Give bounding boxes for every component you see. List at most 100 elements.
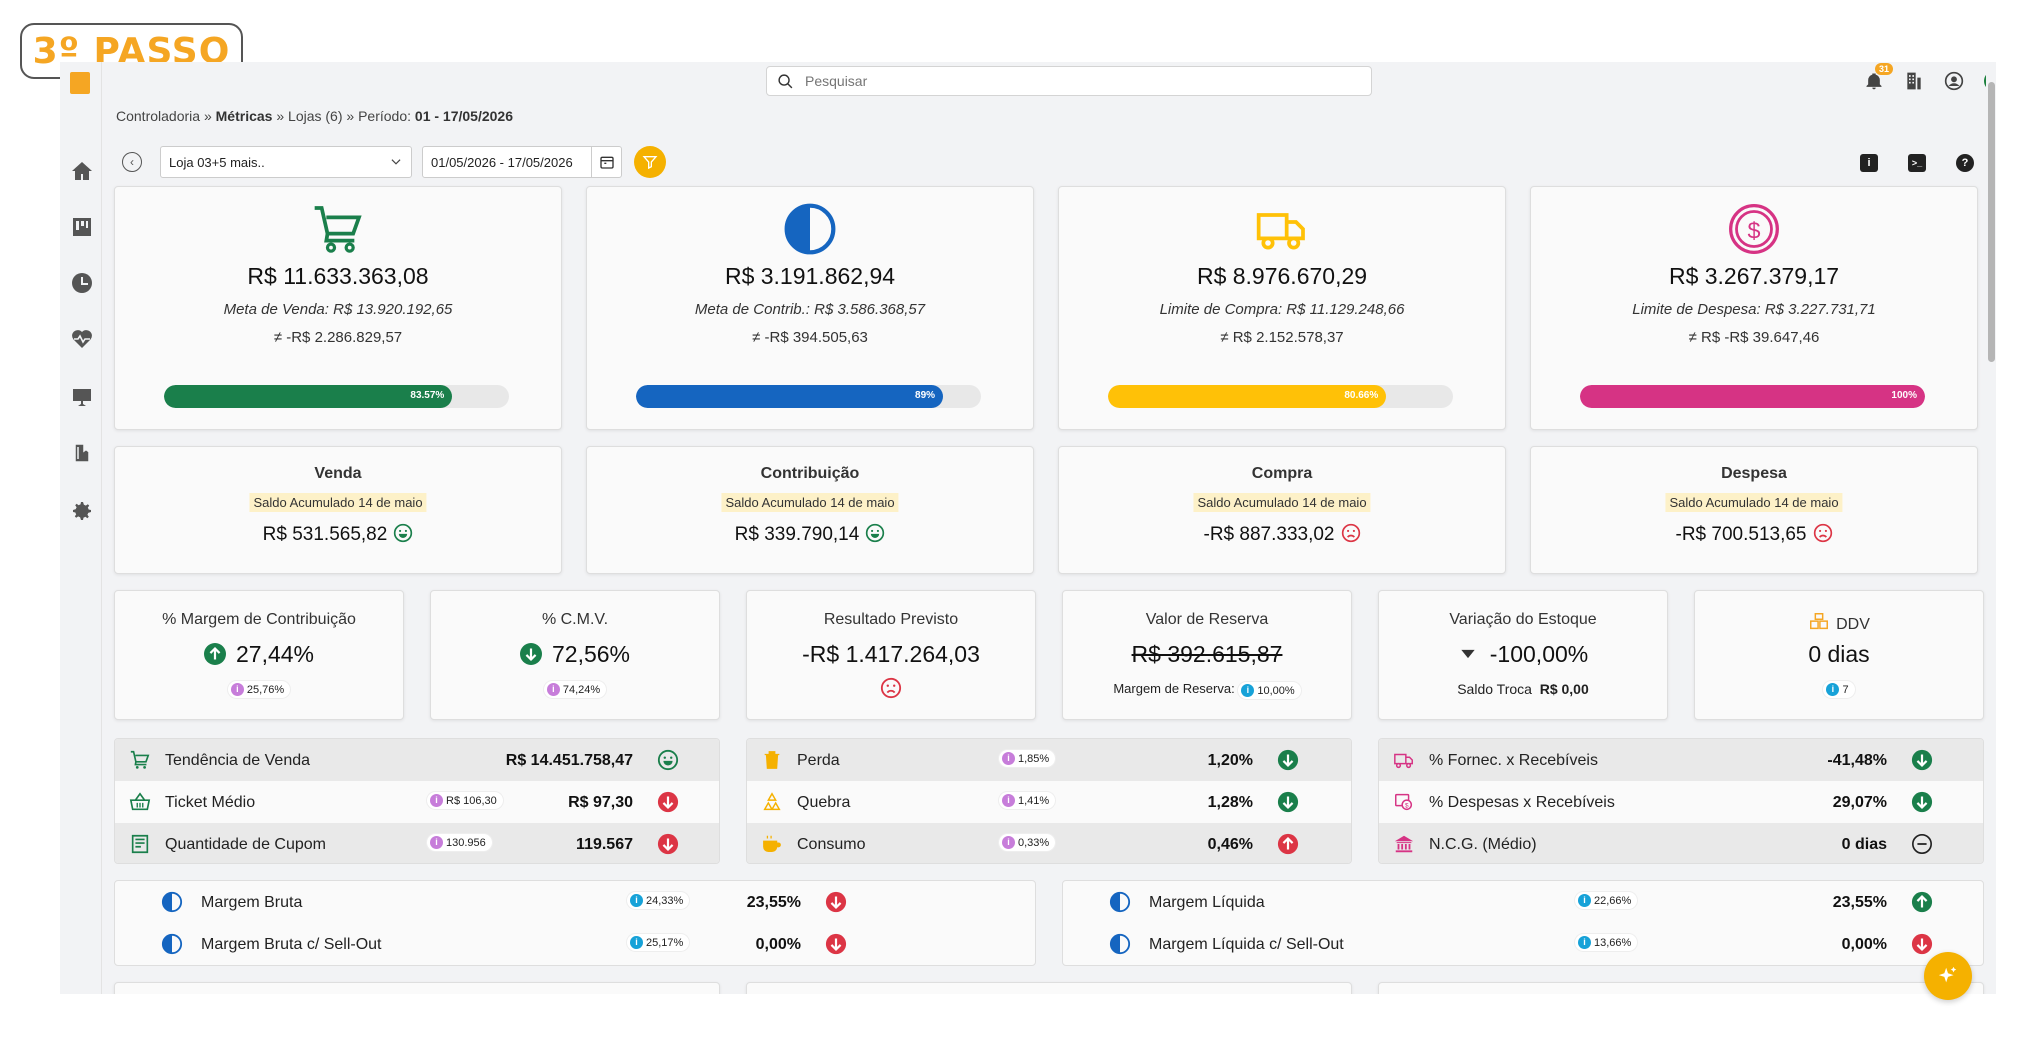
saldo-card-despesa: Despesa Saldo Acumulado 14 de maio -R$ 7… <box>1530 446 1978 574</box>
kpi-diff: ≠ R$ 2.152.578,37 <box>1220 329 1344 346</box>
happy-face-icon <box>866 523 885 543</box>
info-button[interactable]: i <box>1860 154 1878 172</box>
info-chip[interactable]: i 25,76% <box>227 681 291 698</box>
row-quantidade-cupom: Quantidade de Cupom i 130.956 119.567 <box>115 823 719 863</box>
row-quebra: Quebra i 1,41% 1,28% <box>747 781 1351 823</box>
bell-icon[interactable]: 31 <box>1862 63 1894 93</box>
calendar-icon[interactable] <box>591 147 621 177</box>
info-chip[interactable]: i R$ 106,30 <box>427 792 503 809</box>
funnel-icon <box>642 156 658 170</box>
app-window: 31 Controladoria » Métricas » Lojas (6) … <box>60 62 1996 994</box>
kpi-card-compra: R$ 8.976.670,29 Limite de Compra: R$ 11.… <box>1058 186 1506 430</box>
saldo-title: Despesa <box>1721 465 1787 482</box>
row-ticket-medio: Ticket Médio i R$ 106,30 R$ 97,30 <box>115 781 719 823</box>
partial-card <box>1378 982 1984 994</box>
saldo-value: R$ 531.565,82 <box>115 523 561 546</box>
store-select[interactable]: Loja 03+5 mais.. <box>160 146 412 178</box>
row-consumo: Consumo i 0,33% 0,46% <box>747 823 1351 863</box>
caret-down-icon <box>1461 649 1475 659</box>
presentation-icon[interactable] <box>69 384 95 410</box>
help-button[interactable]: ? <box>1956 154 1974 172</box>
panel-margem-liquida: Margem Líquida i 22,66% 23,55% Margem Líq… <box>1062 880 1984 966</box>
metric-title: % C.M.V. <box>541 611 609 628</box>
info-chip[interactable]: i 74,24% <box>543 681 607 698</box>
metric-value: -R$ 1.417.264,03 <box>802 641 980 667</box>
breadcrumb-periodo-value: 01 - 17/05/2026 <box>414 108 513 124</box>
info-icon: i <box>1578 894 1591 907</box>
happy-face-icon <box>394 523 413 543</box>
saldo-card-compra: Compra Saldo Acumulado 14 de maio -R$ 88… <box>1058 446 1506 574</box>
info-chip[interactable]: i 25,17% <box>627 934 690 951</box>
notebook-icon[interactable] <box>69 440 95 466</box>
arrow-down-icon <box>657 791 679 813</box>
filter-button[interactable] <box>634 146 666 178</box>
home-icon[interactable] <box>69 158 95 184</box>
metric-value: 0 dias <box>1808 641 1870 667</box>
health-icon[interactable] <box>69 326 95 352</box>
scrollbar-thumb[interactable] <box>1988 82 1995 362</box>
store-select-value: Loja 03+5 mais.. <box>169 155 265 170</box>
scrollbar[interactable] <box>1986 62 1996 994</box>
kpi-meta: Limite de Despesa: R$ 3.227.731,71 <box>1632 301 1876 318</box>
row-despesas-recebiveis: $ % Despesas x Recebíveis 29,07% <box>1379 781 1983 823</box>
info-chip[interactable]: i 130.956 <box>427 834 492 851</box>
arrow-down-icon <box>519 643 542 665</box>
kpi-diff: ≠ -R$ 394.505,63 <box>752 329 868 346</box>
kanban-icon[interactable] <box>69 214 95 240</box>
info-icon: i <box>1002 836 1015 849</box>
gear-icon[interactable] <box>69 498 95 524</box>
saldo-value: -R$ 887.333,02 <box>1059 523 1505 546</box>
breadcrumb-lojas[interactable]: Lojas (6) <box>288 108 343 124</box>
info-chip[interactable]: i 24,33% <box>627 892 690 909</box>
metric-title: DDV <box>1695 611 1983 634</box>
info-chip[interactable]: i 22,66% <box>1575 892 1638 909</box>
arrow-down-icon <box>825 933 847 955</box>
ai-assistant-button[interactable] <box>1924 952 1972 1000</box>
terminal-button[interactable]: >_ <box>1908 154 1926 172</box>
breadcrumb-controladoria[interactable]: Controladoria <box>116 108 201 124</box>
row-margem-liquida: Margem Líquida i 22,66% 23,55% <box>1063 881 1983 923</box>
building-icon[interactable] <box>1902 69 1926 93</box>
info-chip[interactable]: i 13,66% <box>1575 934 1638 951</box>
saldo-title: Contribuição <box>760 465 860 482</box>
sparkle-icon <box>1938 966 1957 983</box>
app-logo[interactable] <box>70 72 90 94</box>
info-icon: i <box>1002 752 1015 765</box>
row-tendencia-venda: Tendência de Venda R$ 14.451.758,47 <box>115 739 719 781</box>
info-chip[interactable]: i 1,85% <box>999 750 1056 767</box>
sad-face-icon <box>1813 523 1832 543</box>
date-range-input[interactable]: 01/05/2026 - 17/05/2026 <box>422 146 622 178</box>
info-chip[interactable]: i 0,33% <box>999 834 1056 851</box>
saldo-card-contribuicao: Contribuição Saldo Acumulado 14 de maio … <box>586 446 1034 574</box>
clock-icon[interactable] <box>69 270 95 296</box>
saldo-tag: Saldo Acumulado 14 de maio <box>1193 493 1371 512</box>
search-input[interactable] <box>805 71 1345 91</box>
trash-icon <box>764 751 780 769</box>
metric-value: -100,00% <box>1379 641 1667 668</box>
saldo-value: -R$ 700.513,65 <box>1531 523 1977 546</box>
info-icon: i <box>630 894 643 907</box>
date-range-value: 01/05/2026 - 17/05/2026 <box>431 155 573 170</box>
partial-card <box>114 982 720 994</box>
breadcrumb-metricas[interactable]: Métricas <box>215 108 273 124</box>
arrow-down-icon <box>1277 749 1299 771</box>
arrow-down-icon <box>1911 791 1933 813</box>
info-chip[interactable]: i 1,41% <box>999 792 1056 809</box>
progress-bar: 89% <box>636 385 981 408</box>
saldo-tag: Saldo Acumulado 14 de maio <box>1665 493 1843 512</box>
user-icon[interactable] <box>1942 69 1966 93</box>
info-icon: i <box>1002 794 1015 807</box>
arrow-down-icon <box>1277 791 1299 813</box>
cart-icon <box>130 750 150 769</box>
search-box[interactable] <box>766 66 1372 96</box>
back-button[interactable]: ‹ <box>122 152 142 172</box>
svg-text:$: $ <box>1748 217 1761 243</box>
metric-sub: i 25,76% <box>115 681 403 698</box>
partial-card <box>746 982 1352 994</box>
kpi-meta: Meta de Venda: R$ 13.920.192,65 <box>223 301 453 318</box>
info-chip[interactable]: i 10,00% <box>1238 682 1301 699</box>
arrow-down-icon <box>657 833 679 855</box>
progress-bar: 100% <box>1580 385 1925 408</box>
